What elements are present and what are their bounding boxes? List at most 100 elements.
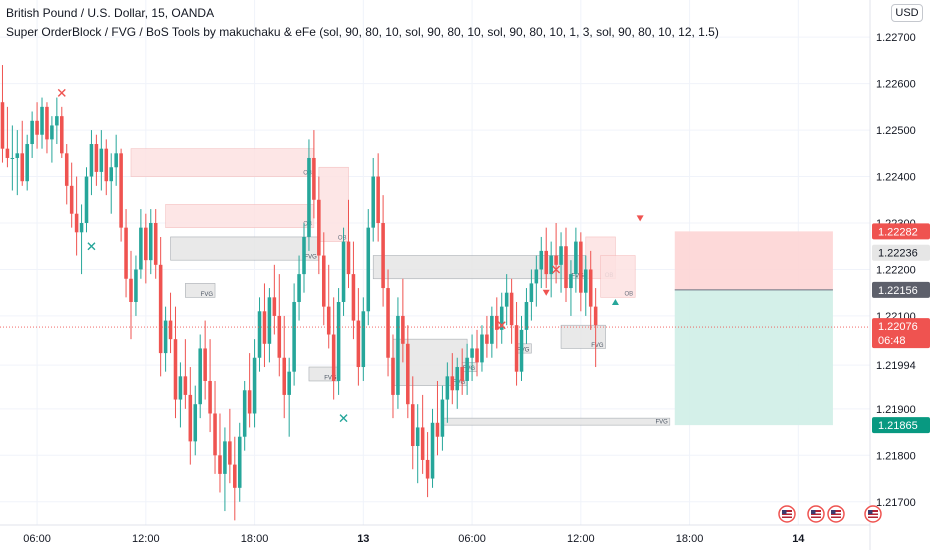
- candle-body: [193, 404, 198, 442]
- event-flag-icon[interactable]: [827, 505, 845, 523]
- price-label-box: [872, 223, 930, 240]
- time-tick-label: 06:00: [458, 533, 486, 545]
- candle-body: [554, 255, 558, 265]
- fvg-label: FVG: [571, 273, 584, 279]
- candle-body: [218, 455, 222, 474]
- event-flag-icon[interactable]: [864, 505, 882, 523]
- candle-body: [579, 241, 583, 293]
- candle-body: [40, 106, 44, 135]
- price-label-box: [872, 281, 930, 298]
- candle-body: [386, 288, 390, 358]
- event-flag-icon[interactable]: [778, 505, 796, 523]
- candle-body: [163, 320, 168, 354]
- flag-stripe: [811, 515, 821, 517]
- candle-body: [371, 176, 375, 228]
- bos-x-marker: [87, 242, 96, 251]
- candle-body: [583, 269, 588, 293]
- candle-body: [430, 422, 435, 479]
- fvg-label: FVG: [201, 292, 214, 298]
- candle-body: [153, 223, 158, 265]
- flag-stripes: [868, 510, 878, 518]
- candle-body: [35, 120, 39, 135]
- price-tick-label: 1.21700: [876, 497, 916, 509]
- candle-body: [60, 116, 64, 154]
- candle-body: [267, 297, 272, 344]
- candle-body: [435, 422, 440, 437]
- event-flag-icon[interactable]: [807, 505, 825, 523]
- candle-body: [208, 380, 212, 414]
- candle-body: [312, 157, 316, 200]
- candle-body: [336, 301, 341, 381]
- candle-body: [15, 153, 20, 158]
- price-tick-label: 1.22600: [876, 79, 916, 91]
- candle-body: [539, 250, 544, 270]
- candle-body: [198, 348, 202, 405]
- candle-body: [465, 357, 469, 381]
- flag-canton: [831, 510, 836, 514]
- candle-body: [183, 376, 188, 395]
- price-label-text: 1.22156: [878, 285, 918, 297]
- flag-stripes: [782, 510, 792, 518]
- candle-body: [475, 348, 479, 363]
- candle-body: [148, 223, 153, 261]
- candle-body: [272, 297, 277, 316]
- candle-body: [549, 255, 553, 275]
- price-tick-label: 1.21800: [876, 450, 916, 462]
- flag-stripes: [811, 510, 821, 518]
- candle-body: [237, 436, 242, 488]
- candle-body: [381, 223, 385, 289]
- bos-x-marker: [339, 414, 348, 423]
- candle-body: [569, 274, 573, 289]
- candle-body: [317, 199, 321, 256]
- candle-body: [346, 241, 351, 275]
- candle-body: [490, 315, 494, 344]
- fvg-label: FVG: [304, 255, 317, 261]
- candle-body: [233, 464, 237, 488]
- fvg-label: FVG: [591, 343, 604, 349]
- price-tick-label: 1.22700: [876, 32, 916, 44]
- candle-body: [366, 227, 371, 312]
- candle-body: [297, 274, 301, 302]
- candle-body: [529, 283, 534, 302]
- candle-body: [356, 320, 361, 368]
- candle-body: [69, 185, 74, 214]
- candle-body: [99, 148, 104, 172]
- indicator-legend[interactable]: Super OrderBlock / FVG / BoS Tools by ma…: [6, 25, 719, 39]
- flag-canton: [782, 510, 787, 514]
- fvg-box: [170, 236, 320, 261]
- order-block-label: OB: [338, 236, 347, 242]
- flag-canton: [868, 510, 873, 514]
- order-block: [165, 204, 315, 228]
- candle-body: [50, 125, 54, 140]
- candle-body: [321, 255, 326, 307]
- candle-body: [5, 148, 10, 158]
- candle-body: [168, 320, 173, 340]
- candle-body: [109, 167, 114, 182]
- candle-body: [203, 348, 207, 381]
- candle-body: [247, 390, 252, 414]
- candle-body: [415, 427, 420, 447]
- position-stop-zone: [674, 231, 833, 290]
- time-tick-label: 12:00: [567, 533, 595, 545]
- chart-title: British Pound / U.S. Dollar, 15, OANDA: [6, 6, 215, 20]
- triangle-down-marker: [542, 289, 550, 296]
- candle-body: [282, 357, 287, 395]
- candle-body: [55, 116, 59, 126]
- candle-body: [30, 120, 34, 145]
- candle-body: [134, 269, 138, 302]
- candle-body: [223, 441, 227, 474]
- fvg-box: [442, 417, 671, 426]
- candle-body: [485, 334, 489, 344]
- time-tick-label: 18:00: [676, 533, 704, 545]
- time-tick-label: 18:00: [241, 533, 269, 545]
- flag-stripe: [868, 515, 878, 517]
- time-tick-label: 13: [357, 533, 369, 545]
- candle-body: [351, 274, 356, 321]
- flag-stripes: [831, 510, 841, 518]
- candle-body: [509, 292, 514, 326]
- candle-body: [124, 227, 128, 279]
- candle-body: [139, 227, 143, 270]
- candle-body: [401, 315, 405, 344]
- currency-button[interactable]: USD: [891, 4, 923, 22]
